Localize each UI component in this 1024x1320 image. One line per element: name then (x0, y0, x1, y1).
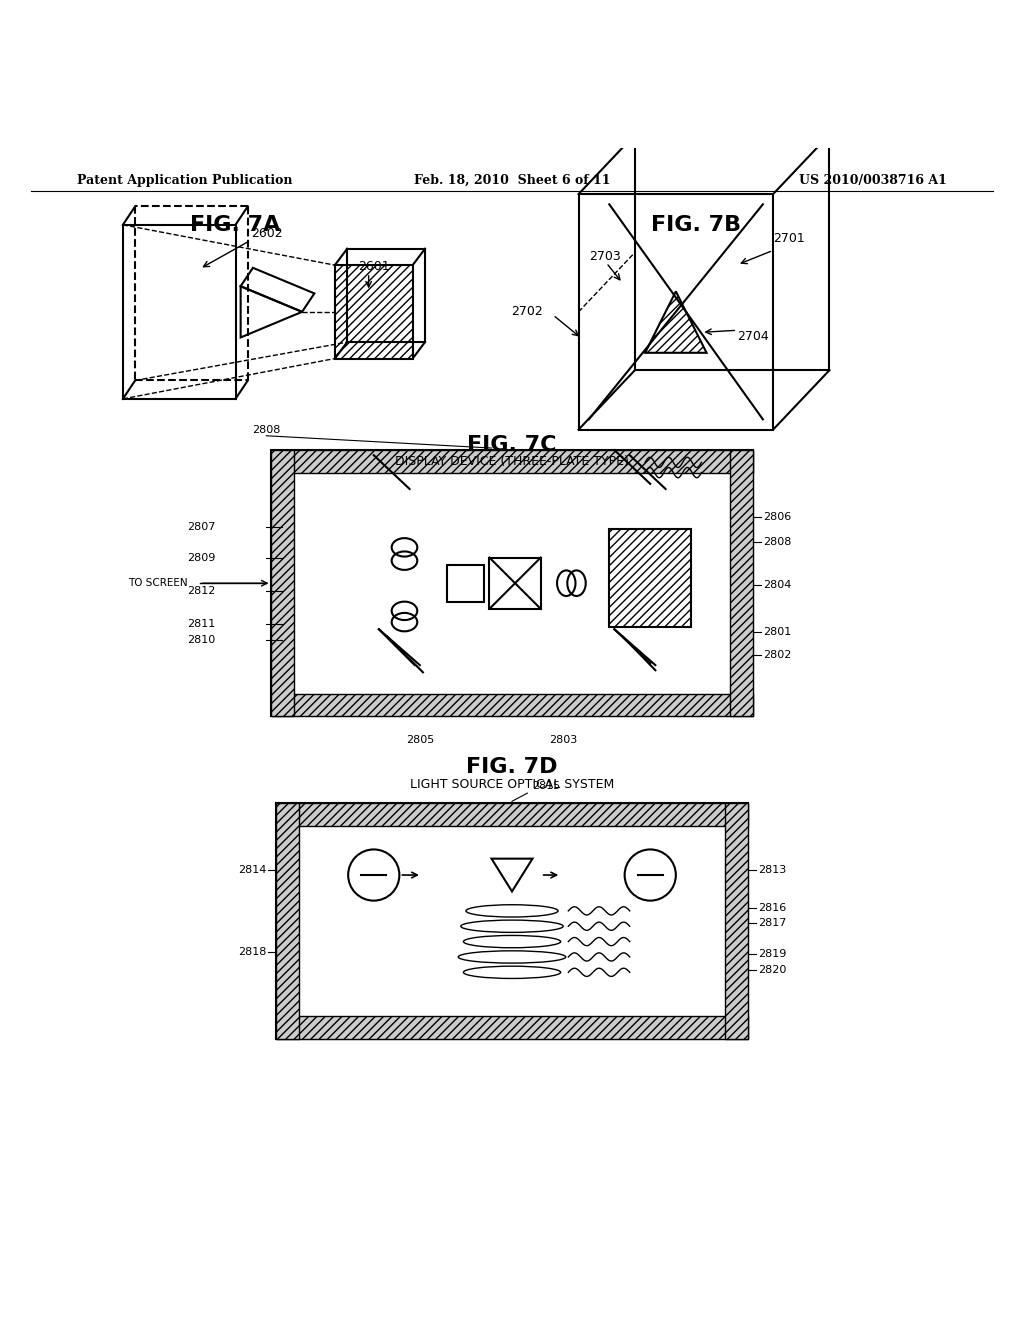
Ellipse shape (463, 966, 561, 978)
Text: Feb. 18, 2010  Sheet 6 of 11: Feb. 18, 2010 Sheet 6 of 11 (414, 174, 610, 186)
Polygon shape (645, 292, 707, 352)
Text: 2815: 2815 (532, 781, 561, 791)
Text: 2819: 2819 (758, 949, 786, 958)
Polygon shape (335, 265, 413, 359)
Polygon shape (276, 804, 299, 1039)
Text: 2801: 2801 (763, 627, 792, 638)
Text: 2810: 2810 (187, 635, 216, 644)
Polygon shape (271, 450, 753, 717)
Text: 2816: 2816 (758, 903, 786, 913)
Text: US 2010/0038716 A1: US 2010/0038716 A1 (800, 174, 947, 186)
Text: 2808: 2808 (763, 537, 792, 548)
Text: DISPLAY DEVICE (THREE-PLATE TYPE): DISPLAY DEVICE (THREE-PLATE TYPE) (395, 455, 629, 469)
Text: 2813: 2813 (758, 865, 786, 875)
Text: 2703: 2703 (589, 249, 621, 263)
Polygon shape (271, 450, 294, 717)
Text: 2809: 2809 (187, 553, 216, 562)
Text: Patent Application Publication: Patent Application Publication (77, 174, 292, 186)
Text: 2818: 2818 (238, 946, 266, 957)
Polygon shape (730, 450, 753, 717)
Text: 2811: 2811 (187, 619, 216, 630)
Polygon shape (276, 1016, 748, 1039)
Text: FIG. 7B: FIG. 7B (651, 215, 741, 235)
Text: 2812: 2812 (187, 586, 216, 597)
Text: 2701: 2701 (773, 232, 805, 246)
Text: 2807: 2807 (187, 521, 216, 532)
Text: 2601: 2601 (358, 260, 390, 273)
Polygon shape (271, 694, 753, 717)
Text: FIG. 7C: FIG. 7C (467, 434, 557, 454)
Polygon shape (725, 804, 748, 1039)
Polygon shape (276, 804, 748, 826)
Text: LIGHT SOURCE OPTICAL SYSTEM: LIGHT SOURCE OPTICAL SYSTEM (410, 777, 614, 791)
Text: FIG. 7D: FIG. 7D (466, 758, 558, 777)
Text: 2804: 2804 (763, 581, 792, 590)
Text: 2702: 2702 (511, 305, 543, 318)
Text: TO SCREEN: TO SCREEN (128, 578, 187, 589)
Polygon shape (271, 450, 753, 473)
Text: 2803: 2803 (549, 735, 578, 744)
Polygon shape (276, 804, 748, 1039)
Ellipse shape (461, 920, 563, 932)
Text: 2817: 2817 (758, 919, 786, 928)
Text: FIG. 7A: FIG. 7A (190, 215, 281, 235)
Text: 2802: 2802 (763, 649, 792, 660)
Polygon shape (609, 529, 691, 627)
Text: 2805: 2805 (406, 735, 434, 744)
Ellipse shape (466, 904, 558, 917)
Text: 2808: 2808 (252, 425, 281, 434)
Text: 2820: 2820 (758, 965, 786, 975)
Text: 2814: 2814 (238, 865, 266, 875)
Ellipse shape (463, 936, 561, 948)
Text: 2602: 2602 (251, 227, 283, 240)
Text: 2704: 2704 (737, 330, 769, 343)
Text: 2806: 2806 (763, 512, 792, 521)
Ellipse shape (459, 950, 565, 964)
